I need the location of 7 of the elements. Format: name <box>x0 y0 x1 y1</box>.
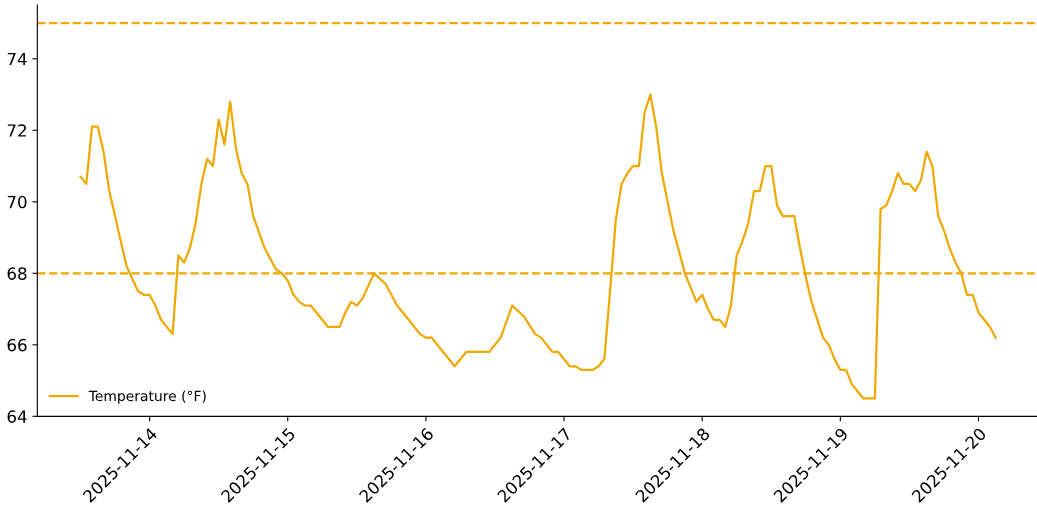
legend-label: Temperature (°F) <box>88 390 206 404</box>
y-tick-label: 68 <box>7 267 27 280</box>
y-tick-label: 66 <box>7 338 27 352</box>
y-tick-label: 72 <box>7 124 26 137</box>
y-tick-label: 70 <box>7 195 27 209</box>
y-tick-label: 64 <box>7 410 27 423</box>
y-tick-label: 74 <box>7 52 27 66</box>
